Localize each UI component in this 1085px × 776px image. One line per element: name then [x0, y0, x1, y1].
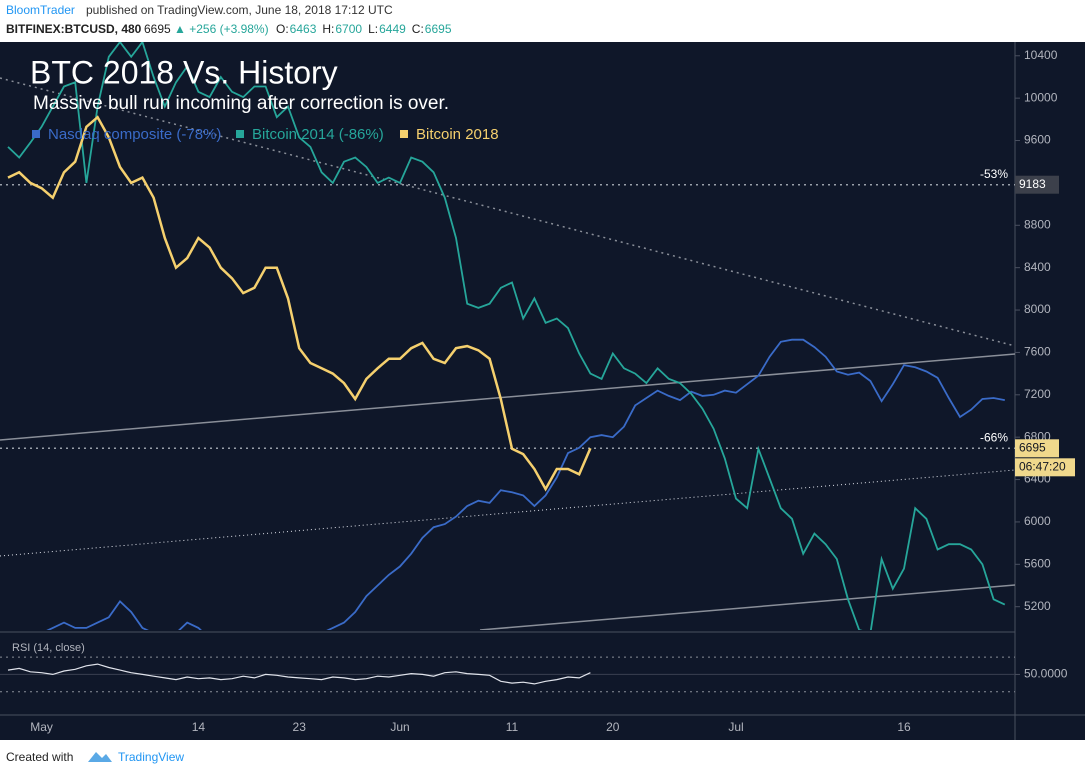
trendline — [0, 469, 1015, 557]
series-line — [7, 663, 591, 685]
chart-title: BTC 2018 Vs. History — [30, 54, 338, 90]
legend-label: Bitcoin 2014 (-86%) — [252, 126, 384, 143]
reference-label: -53% — [980, 167, 1008, 181]
change: ▲ +256 (+3.98%) — [174, 22, 269, 36]
x-tick-label: Jul — [728, 720, 743, 734]
published: published on TradingView.com, June 18, 2… — [86, 3, 393, 17]
countdown: 06:47:20 — [1019, 459, 1066, 473]
x-tick-label: Jun — [390, 720, 409, 734]
x-tick-label: May — [30, 720, 53, 734]
ohlc-value: 6695 — [425, 22, 452, 36]
trendline — [479, 584, 1015, 630]
y-tick-label: 8000 — [1024, 302, 1051, 316]
ohlc-label: O: — [276, 22, 289, 36]
price-label: 9183 — [1019, 177, 1046, 191]
rsi-title: RSI (14, close) — [12, 642, 85, 654]
price-box — [1015, 439, 1059, 458]
y-tick-label: 7200 — [1024, 387, 1051, 401]
ohlc-value: 6700 — [335, 22, 362, 36]
series-group — [0, 42, 1015, 630]
symbol: BITFINEX:BTCUSD, 480 — [6, 22, 142, 36]
legend-swatch — [32, 130, 40, 138]
author[interactable]: BloomTrader — [6, 3, 75, 17]
y-tick-label: 6000 — [1024, 514, 1051, 528]
x-tick-label: 20 — [606, 720, 620, 734]
drawings — [0, 77, 1015, 630]
legend-label: Nasdaq composite (-78%) — [48, 126, 221, 143]
ohlc-label: L: — [368, 22, 378, 36]
y-tick-label: 7600 — [1024, 345, 1051, 359]
y-tick-label: 50.0000 — [1024, 667, 1068, 681]
series-line — [7, 42, 1006, 630]
rsi-pane — [0, 656, 1015, 693]
trendline — [0, 353, 1015, 441]
series-line — [46, 338, 1005, 630]
footer-text: Created with — [6, 750, 73, 764]
last-price: 6695 — [144, 22, 171, 36]
x-tick-label: 23 — [293, 720, 307, 734]
legend-swatch — [400, 130, 408, 138]
x-tick-label: 16 — [897, 720, 911, 734]
x-tick-label: 14 — [192, 720, 206, 734]
ohlc-label: C: — [412, 22, 424, 36]
brand-logo — [88, 752, 112, 762]
ohlc-value: 6463 — [290, 22, 317, 36]
footer-bg — [0, 740, 1085, 776]
series-line — [7, 115, 592, 492]
y-tick-label: 10400 — [1024, 48, 1058, 62]
y-tick-label: 5200 — [1024, 599, 1051, 613]
ohlc-value: 6449 — [379, 22, 406, 36]
legend-swatch — [236, 130, 244, 138]
footer-brand[interactable]: TradingView — [118, 750, 184, 764]
main-pane: 5200560060006400680072007600800084008800… — [0, 42, 1075, 734]
ohlc: O: 6463 H: 6700 L: 6449 C: 6695 — [276, 22, 452, 36]
ohlc-label: H: — [322, 22, 334, 36]
price-label: 6695 — [1019, 440, 1046, 454]
y-tick-label: 9600 — [1024, 133, 1051, 147]
chart-subtitle: Massive bull run incoming after correcti… — [33, 93, 449, 114]
price-box — [1015, 175, 1059, 194]
chart-bg — [0, 42, 1085, 740]
countdown-box — [1015, 458, 1075, 477]
y-tick-label: 10000 — [1024, 90, 1058, 104]
y-tick-label: 8800 — [1024, 217, 1051, 231]
trendline — [0, 77, 1015, 347]
reference-label: -66% — [980, 430, 1008, 444]
y-tick-label: 8400 — [1024, 260, 1051, 274]
x-tick-label: 11 — [506, 720, 519, 734]
legend-label: Bitcoin 2018 — [416, 126, 499, 143]
y-tick-label: 5600 — [1024, 556, 1051, 570]
header-bg — [0, 0, 1085, 40]
